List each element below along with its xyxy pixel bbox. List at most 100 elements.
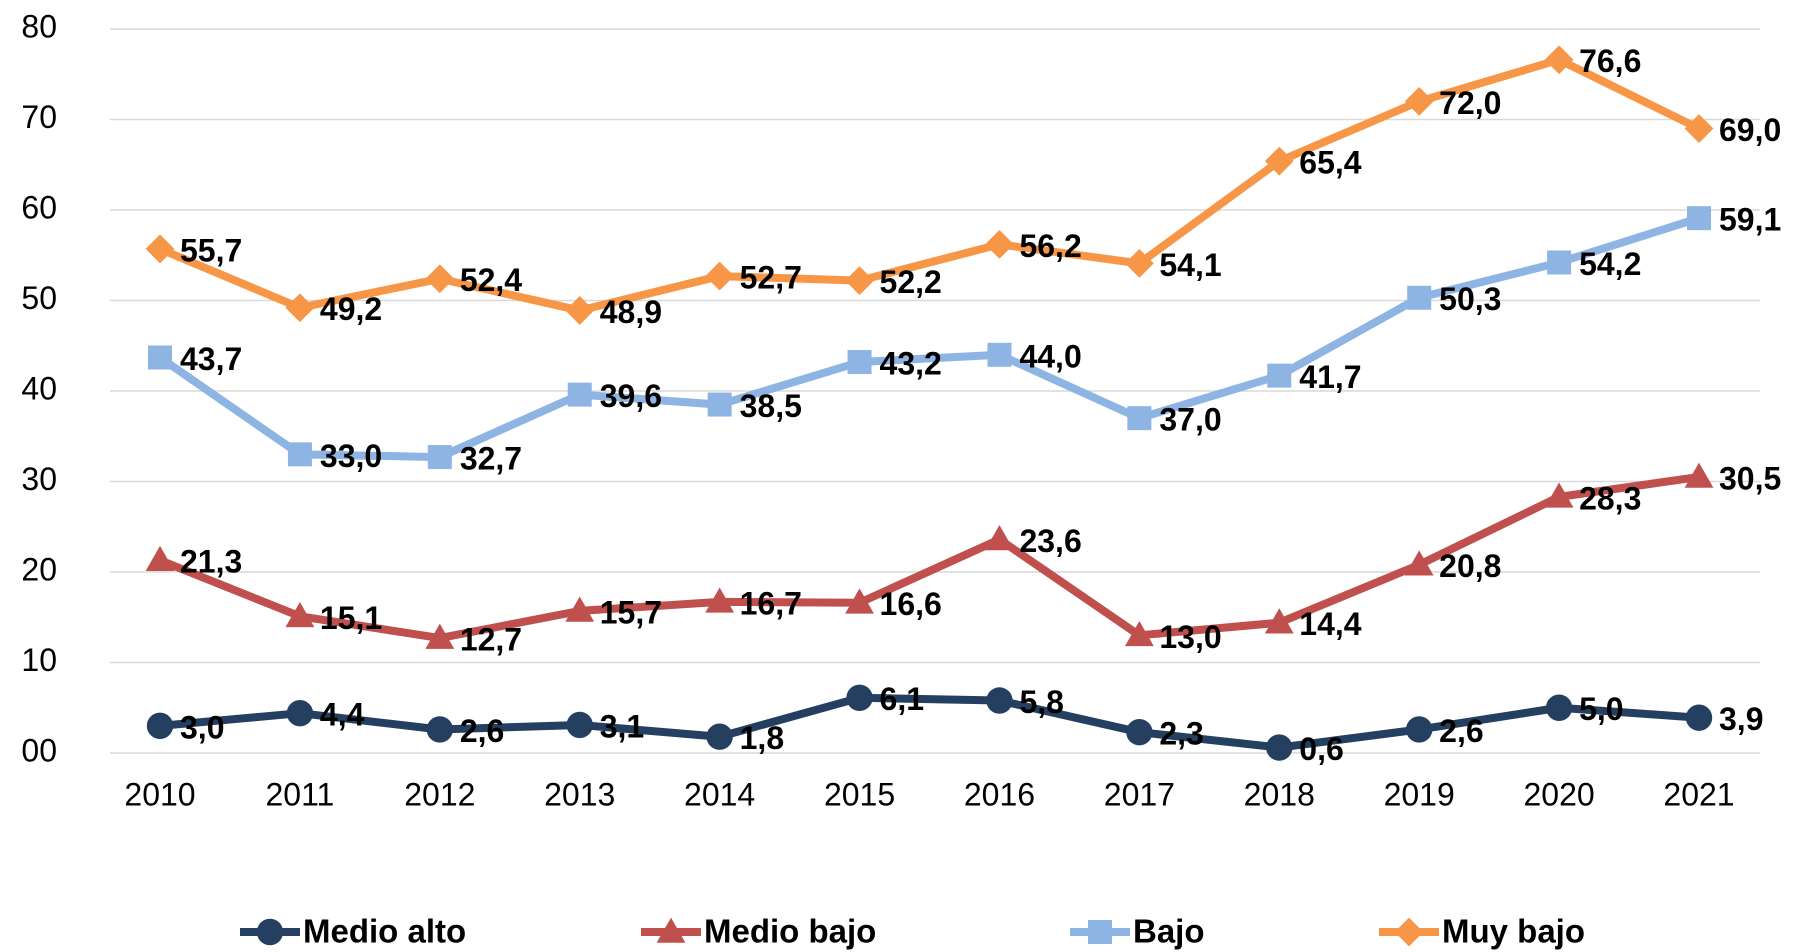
data-label: 2,3 — [1159, 716, 1203, 752]
marker — [145, 234, 175, 264]
data-label: 16,6 — [880, 586, 942, 622]
legend-label: Medio bajo — [704, 913, 876, 950]
marker — [1407, 285, 1432, 310]
series-line — [157, 214, 1701, 462]
data-label: 52,4 — [460, 262, 522, 298]
marker — [425, 264, 455, 294]
data-label: 2,6 — [460, 713, 504, 749]
data-label: 23,6 — [1019, 523, 1081, 559]
data-label: 52,7 — [740, 260, 802, 296]
marker — [1544, 482, 1574, 508]
data-label: 30,5 — [1719, 460, 1781, 496]
data-label: 59,1 — [1719, 202, 1781, 238]
series-line — [158, 55, 1701, 315]
marker — [987, 342, 1012, 367]
marker — [146, 712, 174, 740]
x-tick-label: 2018 — [1244, 776, 1315, 812]
data-label: 55,7 — [180, 232, 242, 268]
data-label: 4,4 — [320, 697, 365, 733]
data-label: 43,7 — [180, 341, 242, 377]
marker — [1684, 114, 1714, 143]
marker — [1088, 920, 1112, 944]
marker — [285, 601, 315, 628]
marker — [426, 716, 454, 743]
x-tick-label: 2017 — [1104, 776, 1175, 812]
x-tick-label: 2012 — [404, 776, 475, 812]
data-label: 48,9 — [600, 294, 662, 330]
x-tick-label: 2019 — [1384, 776, 1455, 812]
data-label: 49,2 — [320, 291, 382, 327]
marker — [1545, 694, 1573, 721]
legend-label: Bajo — [1133, 913, 1205, 950]
marker — [1687, 206, 1711, 231]
data-label: 28,3 — [1579, 480, 1641, 516]
marker — [287, 442, 312, 467]
marker — [566, 711, 593, 739]
marker — [1544, 45, 1574, 75]
y-tick-label: 50 — [21, 280, 57, 316]
data-label: 16,7 — [740, 585, 802, 621]
marker — [1126, 718, 1153, 746]
marker — [1266, 734, 1293, 761]
data-label: 38,5 — [740, 388, 802, 424]
data-label: 21,3 — [180, 544, 242, 580]
marker — [256, 918, 284, 946]
marker — [985, 525, 1014, 551]
marker — [705, 261, 735, 291]
legend-label: Muy bajo — [1442, 913, 1585, 950]
marker — [1547, 250, 1572, 275]
data-label: 50,3 — [1439, 281, 1501, 317]
marker — [707, 392, 732, 417]
data-label: 13,0 — [1159, 619, 1221, 655]
data-label: 14,4 — [1299, 606, 1361, 642]
series-line — [159, 693, 1700, 752]
marker — [1264, 146, 1294, 176]
data-label: 1,8 — [740, 720, 784, 756]
marker — [1267, 363, 1292, 388]
y-tick-label: 00 — [21, 732, 57, 768]
x-tick-label: 2020 — [1523, 776, 1594, 812]
data-label: 54,1 — [1159, 247, 1221, 283]
y-tick-label: 10 — [21, 642, 57, 678]
data-label: 56,2 — [1019, 228, 1081, 264]
data-label: 15,7 — [600, 594, 662, 630]
x-tick-label: 2016 — [964, 776, 1035, 812]
data-label: 2,6 — [1439, 713, 1483, 749]
series-line — [158, 473, 1700, 643]
data-label: 44,0 — [1019, 338, 1081, 374]
data-label: 52,2 — [880, 264, 942, 300]
marker — [1685, 704, 1713, 731]
x-tick-label: 2013 — [544, 776, 615, 812]
marker — [847, 350, 872, 375]
data-label: 39,6 — [600, 378, 662, 414]
x-tick-label: 2015 — [824, 776, 895, 812]
data-label: 33,0 — [320, 438, 382, 474]
y-tick-label: 20 — [21, 551, 57, 587]
data-label: 65,4 — [1299, 145, 1361, 181]
y-tick-label: 70 — [21, 99, 57, 135]
marker — [1124, 620, 1154, 647]
marker — [145, 545, 175, 572]
marker — [286, 699, 314, 727]
data-label: 37,0 — [1159, 402, 1221, 438]
data-label: 3,9 — [1719, 701, 1763, 737]
marker — [565, 596, 595, 622]
data-label: 43,2 — [880, 345, 942, 381]
data-label: 3,1 — [600, 708, 644, 744]
marker — [1127, 406, 1152, 431]
marker — [148, 345, 172, 370]
data-label: 32,7 — [460, 441, 522, 477]
data-label: 5,8 — [1019, 684, 1063, 720]
marker — [425, 623, 455, 649]
x-tick-label: 2011 — [266, 776, 335, 812]
marker — [565, 296, 595, 325]
marker — [845, 588, 874, 614]
data-label: 20,8 — [1439, 548, 1501, 584]
marker — [1404, 550, 1434, 576]
data-label: 5,0 — [1579, 691, 1623, 727]
data-label: 3,0 — [180, 709, 224, 745]
marker — [1684, 462, 1714, 488]
marker — [1404, 87, 1434, 116]
y-tick-label: 30 — [21, 461, 57, 497]
